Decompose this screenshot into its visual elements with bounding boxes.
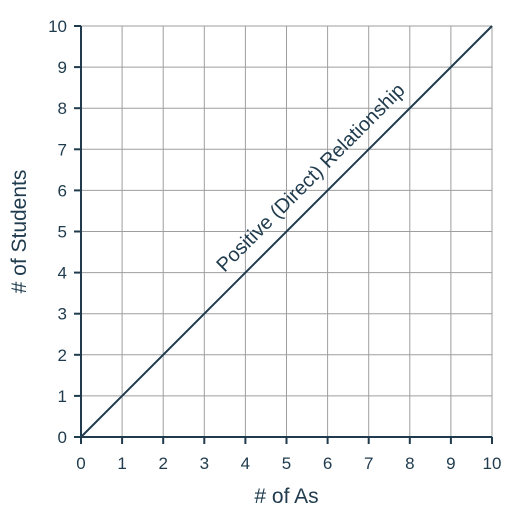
y-tick-label: 3 bbox=[58, 305, 67, 324]
y-tick-label: 6 bbox=[58, 181, 67, 200]
x-tick-label: 8 bbox=[405, 454, 414, 473]
x-tick-label: 0 bbox=[76, 454, 85, 473]
x-tick-label: 7 bbox=[364, 454, 373, 473]
tick-labels: 0 1 2 3 4 5 6 7 8 9 10 0 1 2 3 4 5 6 7 8 9 10 bbox=[48, 17, 501, 473]
y-tick-label: 10 bbox=[48, 17, 67, 36]
axes bbox=[74, 25, 493, 444]
x-tick-label: 10 bbox=[483, 454, 502, 473]
x-tick-label: 2 bbox=[158, 454, 167, 473]
x-tick-label: 3 bbox=[200, 454, 209, 473]
x-tick-label: 6 bbox=[323, 454, 332, 473]
x-axis-title: # of As bbox=[254, 485, 318, 508]
y-tick-label: 1 bbox=[58, 387, 67, 406]
series-layer bbox=[80, 25, 493, 438]
y-tick-label: 9 bbox=[58, 58, 67, 77]
x-tick-label: 1 bbox=[117, 454, 126, 473]
x-tick-label: 9 bbox=[446, 454, 455, 473]
y-tick-label: 7 bbox=[58, 140, 67, 159]
x-tick-label: 4 bbox=[241, 454, 250, 473]
x-tick-label: 5 bbox=[282, 454, 291, 473]
relationship-annotation: Positive (Direct) Relationship bbox=[212, 79, 409, 276]
y-tick-label: 5 bbox=[58, 223, 67, 242]
y-tick-label: 2 bbox=[58, 346, 67, 365]
grid bbox=[81, 25, 493, 437]
y-axis-title: # of Students bbox=[8, 170, 31, 294]
y-tick-label: 8 bbox=[58, 99, 67, 118]
series-line bbox=[80, 25, 493, 438]
y-tick-label: 4 bbox=[58, 264, 67, 283]
y-tick-label: 0 bbox=[58, 428, 67, 447]
